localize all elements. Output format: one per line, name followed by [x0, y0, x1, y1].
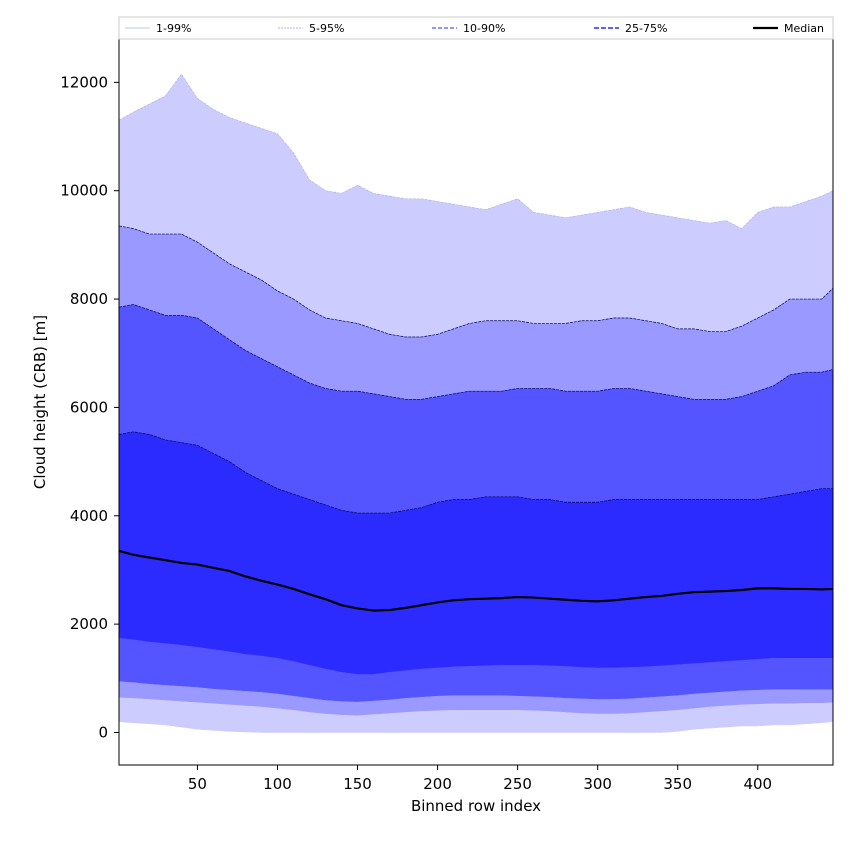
y-tick-label: 8000	[70, 290, 108, 308]
legend-label-25-75: 25-75%	[625, 22, 667, 35]
percentile-bands	[118, 73, 834, 733]
x-axis-ticks: 50 100 150 200 250 300 350 400	[188, 765, 772, 793]
median-line	[118, 549, 834, 612]
band-upper-line-10-90	[118, 304, 834, 400]
y-tick-label: 6000	[70, 398, 108, 416]
x-axis-label: Binned row index	[411, 797, 541, 815]
y-axis-ticks: 0 2000 4000 6000 8000 10000 12000	[60, 73, 119, 741]
band-upper-line-25-75	[118, 431, 833, 514]
legend-box	[118, 16, 834, 40]
x-tick-label: 250	[503, 775, 532, 793]
x-tick-label: 200	[423, 775, 452, 793]
y-tick-label: 10000	[60, 182, 108, 200]
x-tick-label: 150	[343, 775, 372, 793]
band-lower-line-5-95	[118, 697, 834, 716]
y-tick-label: 12000	[60, 73, 108, 91]
legend-label-median: Median	[784, 22, 824, 35]
band-lower-line-10-90	[118, 680, 833, 702]
band-upper-line-1-99	[118, 73, 834, 230]
y-tick-label: 0	[98, 723, 108, 741]
legend-label-5-95: 5-95%	[309, 22, 344, 35]
band-upper-line-5-95	[118, 225, 834, 338]
y-tick-label: 2000	[70, 615, 108, 633]
band-25-75	[119, 431, 833, 674]
x-tick-label: 100	[263, 775, 292, 793]
x-tick-label: 350	[663, 775, 692, 793]
x-tick-label: 50	[188, 775, 207, 793]
y-tick-label: 4000	[70, 507, 108, 525]
legend: 1-99% 5-95% 10-90% 25-75% Median	[118, 16, 834, 40]
band-lower-line-1-99	[118, 721, 834, 733]
x-tick-label: 300	[583, 775, 612, 793]
legend-label-1-99: 1-99%	[156, 22, 191, 35]
x-tick-label: 400	[743, 775, 772, 793]
y-axis-label: Cloud height (CRB) [m]	[31, 315, 49, 489]
legend-label-10-90: 10-90%	[463, 22, 505, 35]
median-layer	[118, 549, 834, 612]
band-lower-line-25-75	[118, 637, 833, 675]
